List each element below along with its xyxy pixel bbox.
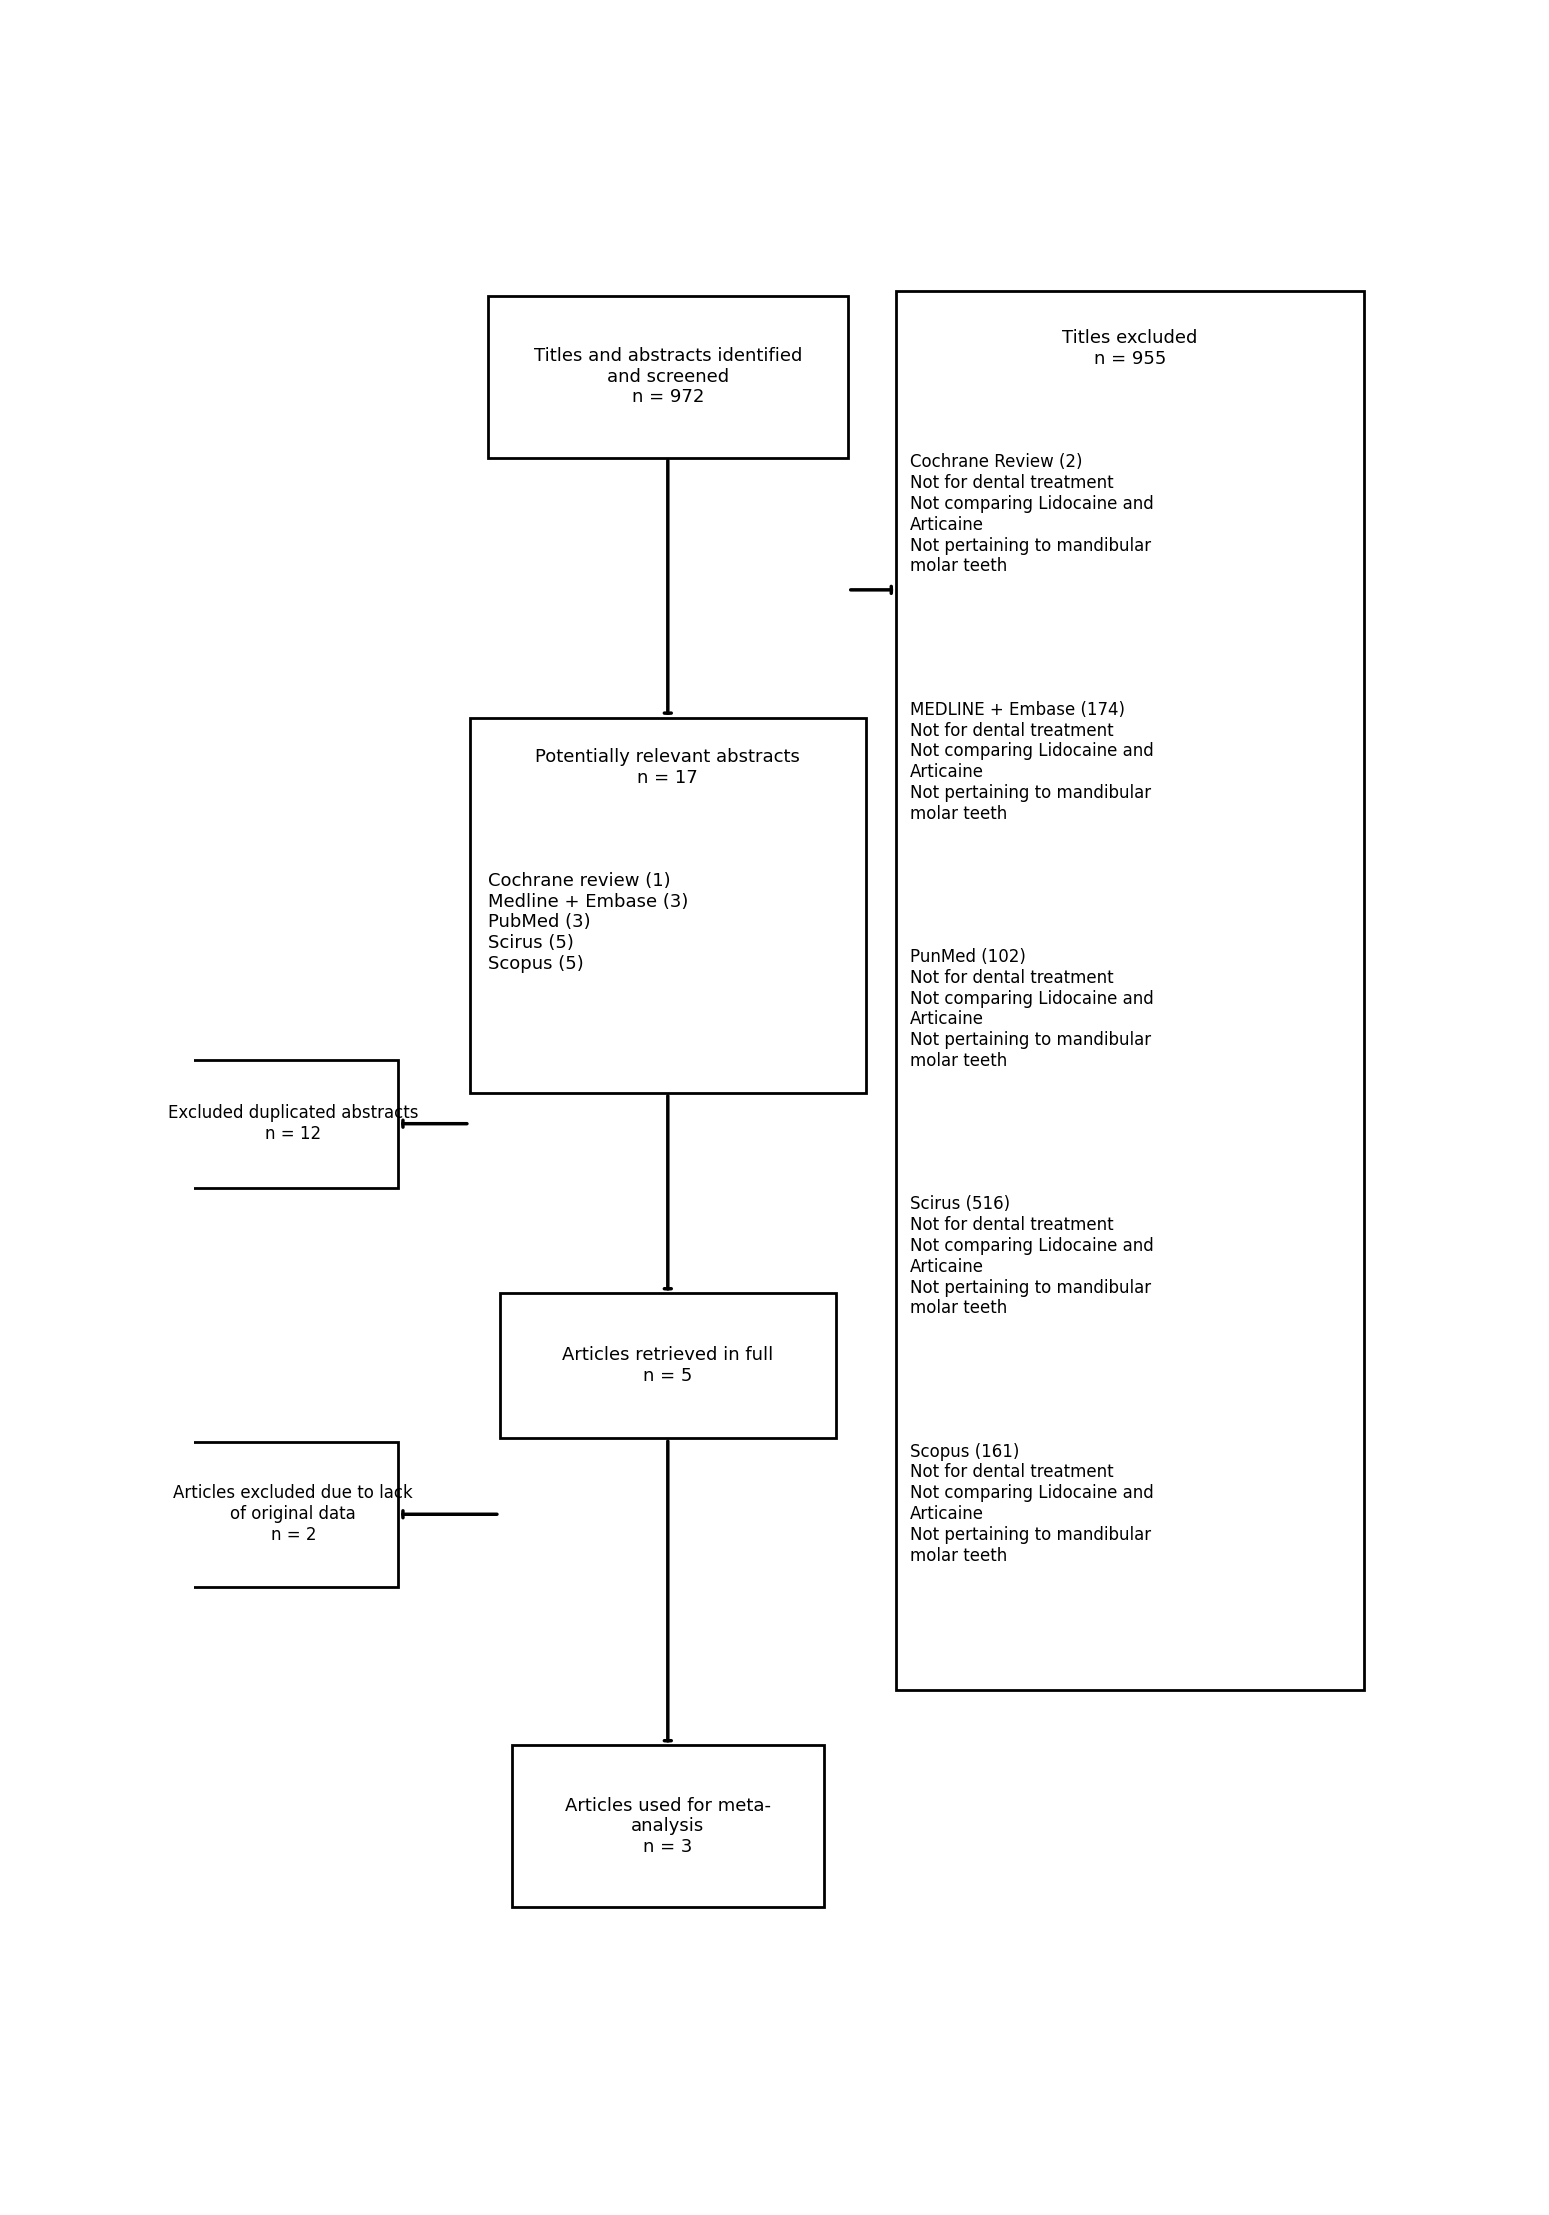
- Bar: [895, 292, 1365, 1690]
- Text: PunMed (102)
Not for dental treatment
Not comparing Lidocaine and
Articaine
Not : PunMed (102) Not for dental treatment No…: [911, 948, 1154, 1070]
- Bar: [189, 1059, 398, 1187]
- Text: Potentially relevant abstracts
n = 17: Potentially relevant abstracts n = 17: [536, 749, 801, 786]
- Text: Scopus (161)
Not for dental treatment
Not comparing Lidocaine and
Articaine
Not : Scopus (161) Not for dental treatment No…: [911, 1442, 1154, 1564]
- Bar: [488, 295, 847, 459]
- Text: Cochrane review (1)
Medline + Embase (3)
PubMed (3)
Scirus (5)
Scopus (5): Cochrane review (1) Medline + Embase (3)…: [488, 873, 688, 972]
- Text: Articles used for meta-
analysis
n = 3: Articles used for meta- analysis n = 3: [565, 1796, 771, 1856]
- Bar: [500, 1294, 836, 1438]
- Bar: [189, 1442, 398, 1586]
- Text: MEDLINE + Embase (174)
Not for dental treatment
Not comparing Lidocaine and
Arti: MEDLINE + Embase (174) Not for dental tr…: [911, 700, 1154, 822]
- Text: Excluded duplicated abstracts
n = 12: Excluded duplicated abstracts n = 12: [167, 1105, 418, 1143]
- Text: Articles excluded due to lack
of original data
n = 2: Articles excluded due to lack of origina…: [173, 1484, 414, 1544]
- Bar: [511, 1745, 824, 1907]
- Text: Articles retrieved in full
n = 5: Articles retrieved in full n = 5: [562, 1347, 773, 1384]
- Bar: [469, 718, 866, 1092]
- Text: Cochrane Review (2)
Not for dental treatment
Not comparing Lidocaine and
Articai: Cochrane Review (2) Not for dental treat…: [911, 454, 1154, 576]
- Text: Titles excluded
n = 955: Titles excluded n = 955: [1063, 328, 1197, 368]
- Text: Titles and abstracts identified
and screened
n = 972: Titles and abstracts identified and scre…: [533, 348, 802, 408]
- Text: Scirus (516)
Not for dental treatment
Not comparing Lidocaine and
Articaine
Not : Scirus (516) Not for dental treatment No…: [911, 1196, 1154, 1318]
